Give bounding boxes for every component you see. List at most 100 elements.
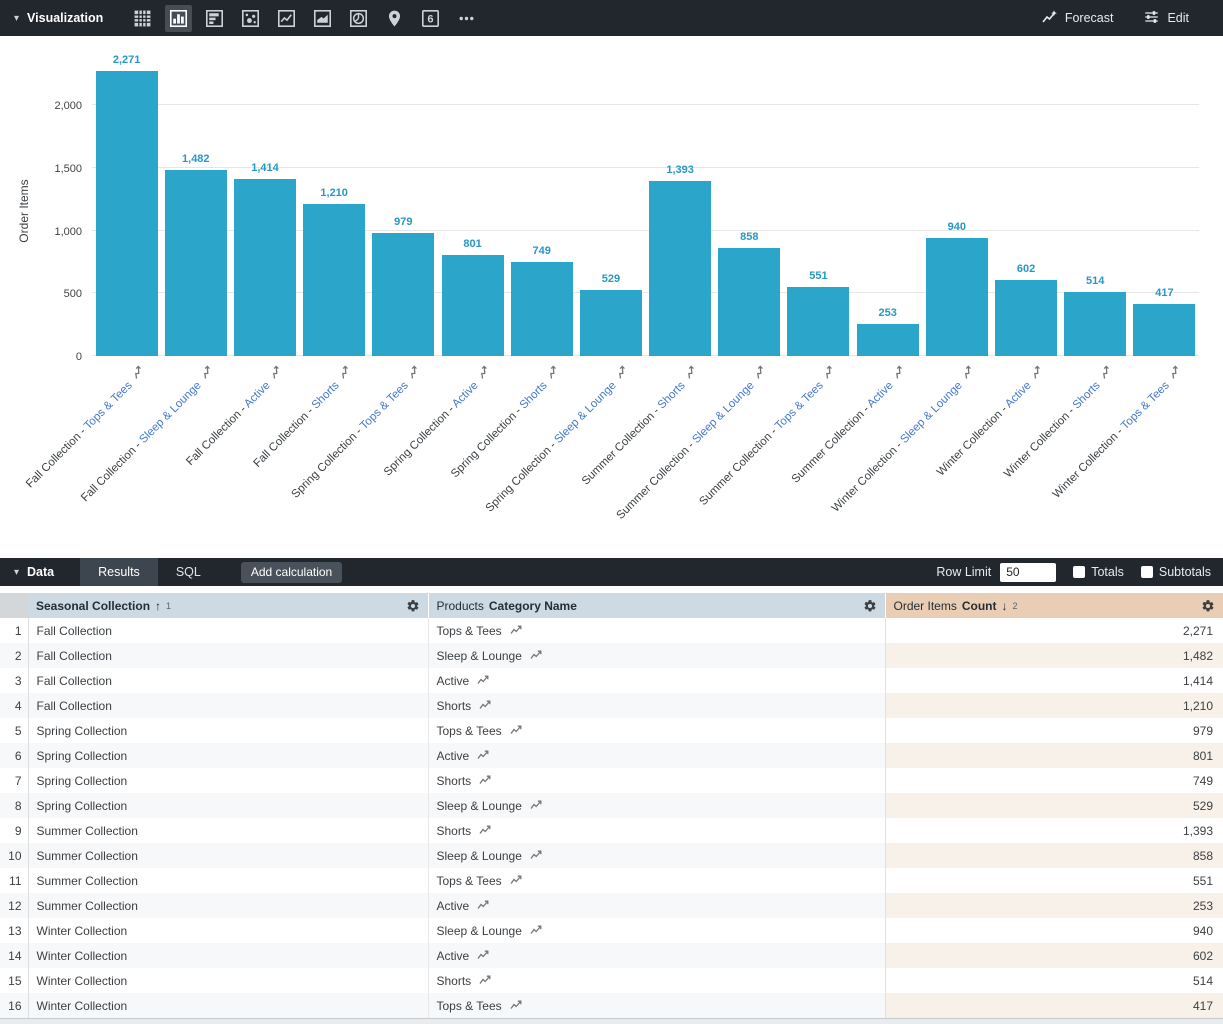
explore-sparkline-icon[interactable] <box>469 749 490 763</box>
column-chart-icon[interactable] <box>165 4 193 32</box>
bar[interactable] <box>925 238 988 356</box>
x-axis-category-label[interactable]: Summer Collection - Tops & Tees <box>647 364 841 556</box>
bar[interactable] <box>372 233 435 356</box>
bar-chart-icon[interactable] <box>201 5 228 32</box>
cell-category-name[interactable]: Sleep & Lounge <box>427 793 885 818</box>
cell-seasonal-collection[interactable]: Spring Collection <box>28 793 428 818</box>
column-gear-icon[interactable] <box>1201 599 1215 613</box>
cell-order-items-count[interactable]: 1,210 <box>884 693 1223 718</box>
category-name-value[interactable]: Tops & Tees <box>436 998 502 1013</box>
column-gear-icon[interactable] <box>406 599 420 613</box>
cell-seasonal-collection[interactable]: Summer Collection <box>28 868 428 893</box>
bar[interactable] <box>1133 303 1196 356</box>
bar[interactable] <box>579 289 642 356</box>
explore-sparkline-icon[interactable] <box>469 949 490 963</box>
x-axis-category-label[interactable]: Spring Collection - Shorts <box>370 364 564 556</box>
cell-category-name[interactable]: Shorts <box>427 693 885 718</box>
cell-order-items-count[interactable]: 417 <box>884 993 1223 1018</box>
explore-sparkline-icon[interactable] <box>469 674 490 688</box>
bar[interactable] <box>233 178 296 356</box>
x-axis-category-label[interactable]: Summer Collection - Active <box>716 364 910 556</box>
edit-button[interactable]: Edit <box>1143 9 1189 28</box>
cell-seasonal-collection[interactable]: Summer Collection <box>28 893 428 918</box>
cell-category-name[interactable]: Tops & Tees <box>427 718 885 743</box>
category-name-value[interactable]: Sleep & Lounge <box>436 848 522 863</box>
category-name-value[interactable]: Sleep & Lounge <box>436 923 522 938</box>
category-name-value[interactable]: Sleep & Lounge <box>436 648 522 663</box>
forecast-button[interactable]: Forecast <box>1041 9 1113 28</box>
bar[interactable] <box>441 255 504 356</box>
column-header-order-items-count[interactable]: Order Items Count ↓ 2 <box>885 593 1223 618</box>
cell-seasonal-collection[interactable]: Summer Collection <box>28 818 428 843</box>
x-axis-category-label[interactable]: Fall Collection - Shorts <box>162 364 356 556</box>
cell-seasonal-collection[interactable]: Summer Collection <box>28 843 428 868</box>
line-chart-icon[interactable] <box>273 5 300 32</box>
explore-sparkline-icon[interactable] <box>522 924 543 938</box>
category-link[interactable]: Sleep & Lounge <box>690 379 758 446</box>
cell-seasonal-collection[interactable]: Spring Collection <box>28 743 428 768</box>
x-axis-category-label[interactable]: Fall Collection - Active <box>93 364 287 556</box>
column-header-seasonal-collection[interactable]: Seasonal Collection ↑ 1 <box>28 593 429 618</box>
bar[interactable] <box>649 181 712 356</box>
cell-category-name[interactable]: Shorts <box>427 768 885 793</box>
category-link[interactable]: Shorts <box>655 379 688 412</box>
cell-category-name[interactable]: Sleep & Lounge <box>427 643 885 668</box>
x-axis-category-label[interactable]: Fall Collection - Sleep & Lounge <box>24 364 218 556</box>
cell-order-items-count[interactable]: 602 <box>884 943 1223 968</box>
x-axis-category-label[interactable]: Summer Collection - Sleep & Lounge <box>577 364 771 556</box>
bar[interactable] <box>510 262 573 356</box>
tab-results[interactable]: Results <box>80 558 158 586</box>
x-axis-category-label[interactable]: Spring Collection - Active <box>301 364 495 556</box>
category-name-value[interactable]: Active <box>436 948 470 963</box>
cell-seasonal-collection[interactable]: Winter Collection <box>28 918 428 943</box>
row-limit-input[interactable] <box>1000 562 1057 582</box>
cell-seasonal-collection[interactable]: Fall Collection <box>28 618 428 643</box>
category-name-value[interactable]: Tops & Tees <box>436 723 502 738</box>
cell-seasonal-collection[interactable]: Fall Collection <box>28 643 428 668</box>
cell-category-name[interactable]: Sleep & Lounge <box>427 918 885 943</box>
cell-order-items-count[interactable]: 858 <box>884 843 1223 868</box>
bar[interactable] <box>303 204 366 356</box>
cell-order-items-count[interactable]: 801 <box>884 743 1223 768</box>
single-value-icon[interactable]: 6 <box>417 5 444 32</box>
explore-sparkline-icon[interactable] <box>502 999 523 1013</box>
x-axis-category-label[interactable]: Winter Collection - Sleep & Lounge <box>785 364 979 556</box>
cell-seasonal-collection[interactable]: Spring Collection <box>28 718 428 743</box>
more-options-icon[interactable] <box>453 5 480 32</box>
category-name-value[interactable]: Tops & Tees <box>436 623 502 638</box>
cell-category-name[interactable]: Active <box>427 893 885 918</box>
x-axis-category-label[interactable]: Summer Collection - Shorts <box>508 364 702 556</box>
bar[interactable] <box>1064 291 1127 356</box>
cell-category-name[interactable]: Active <box>427 743 885 768</box>
x-axis-category-label[interactable]: Winter Collection - Active <box>854 364 1048 556</box>
cell-seasonal-collection[interactable]: Fall Collection <box>28 668 428 693</box>
explore-sparkline-icon[interactable] <box>471 774 492 788</box>
cell-category-name[interactable]: Tops & Tees <box>427 618 885 643</box>
category-name-value[interactable]: Active <box>436 673 470 688</box>
pie-chart-icon[interactable] <box>345 5 372 32</box>
cell-category-name[interactable]: Tops & Tees <box>427 868 885 893</box>
scatter-chart-icon[interactable] <box>237 5 264 32</box>
cell-category-name[interactable]: Sleep & Lounge <box>427 843 885 868</box>
explore-sparkline-icon[interactable] <box>469 899 490 913</box>
cell-category-name[interactable]: Shorts <box>427 968 885 993</box>
cell-seasonal-collection[interactable]: Fall Collection <box>28 693 428 718</box>
bar[interactable] <box>995 280 1058 356</box>
explore-sparkline-icon[interactable] <box>502 874 523 888</box>
category-name-value[interactable]: Shorts <box>436 698 472 713</box>
x-axis-category-label[interactable]: Winter Collection - Tops & Tees <box>993 364 1187 556</box>
cell-order-items-count[interactable]: 253 <box>884 893 1223 918</box>
category-link[interactable]: Active <box>864 379 896 411</box>
category-name-value[interactable]: Shorts <box>436 823 472 838</box>
tab-sql[interactable]: SQL <box>175 565 201 579</box>
cell-seasonal-collection[interactable]: Spring Collection <box>28 768 428 793</box>
cell-order-items-count[interactable]: 529 <box>884 793 1223 818</box>
category-name-value[interactable]: Active <box>436 898 470 913</box>
cell-order-items-count[interactable]: 940 <box>884 918 1223 943</box>
explore-sparkline-icon[interactable] <box>471 824 492 838</box>
category-name-value[interactable]: Shorts <box>436 773 472 788</box>
explore-sparkline-icon[interactable] <box>502 624 523 638</box>
explore-sparkline-icon[interactable] <box>471 699 492 713</box>
category-link[interactable]: Sleep & Lounge <box>898 379 965 446</box>
area-chart-icon[interactable] <box>309 5 336 32</box>
